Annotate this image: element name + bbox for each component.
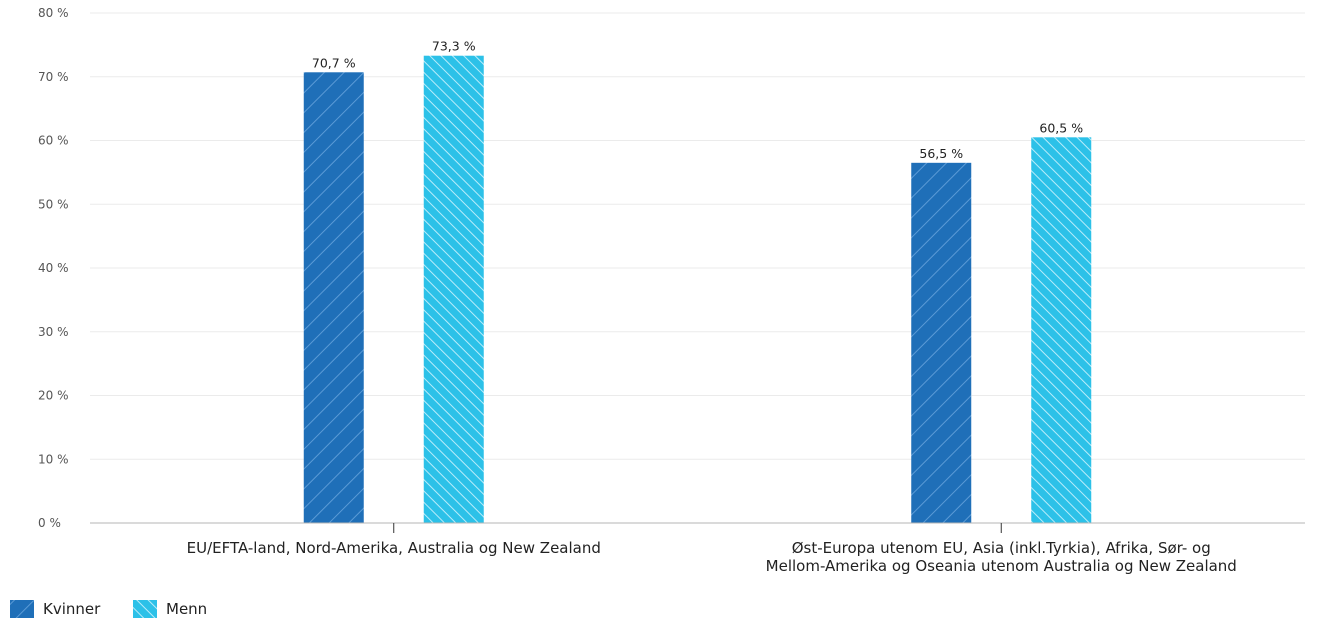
legend-label-menn: Menn bbox=[166, 600, 207, 618]
bar-menn-1 bbox=[423, 55, 484, 524]
data-label: 56,5 % bbox=[919, 146, 963, 161]
data-label: 73,3 % bbox=[432, 39, 476, 54]
legend-swatch-kvinner bbox=[10, 600, 34, 618]
y-tick-label: 80 % bbox=[38, 6, 69, 20]
legend-swatch-menn bbox=[133, 600, 157, 618]
y-tick-label: 40 % bbox=[38, 261, 69, 275]
y-tick-label: 70 % bbox=[38, 70, 69, 84]
x-tick-label: Øst-Europa utenom EU, Asia (inkl.Tyrkia)… bbox=[792, 539, 1211, 557]
x-tick-label: Mellom-Amerika og Oseania utenom Austral… bbox=[766, 557, 1237, 575]
data-label: 70,7 % bbox=[312, 55, 356, 70]
y-tick-label: 10 % bbox=[38, 452, 69, 466]
bar-kvinner-2 bbox=[911, 162, 972, 523]
y-tick-label: 60 % bbox=[38, 134, 69, 148]
legend-label-kvinner: Kvinner bbox=[43, 600, 101, 618]
bar-menn-2 bbox=[1031, 137, 1092, 523]
x-tick-label: EU/EFTA-land, Nord-Amerika, Australia og… bbox=[187, 539, 601, 557]
y-tick-label: 50 % bbox=[38, 197, 69, 211]
y-tick-label: 20 % bbox=[38, 389, 69, 403]
y-tick-label: 30 % bbox=[38, 325, 69, 339]
bar-kvinner-1 bbox=[303, 72, 364, 523]
data-label: 60,5 % bbox=[1039, 120, 1083, 135]
y-tick-label: 0 % bbox=[38, 516, 61, 530]
